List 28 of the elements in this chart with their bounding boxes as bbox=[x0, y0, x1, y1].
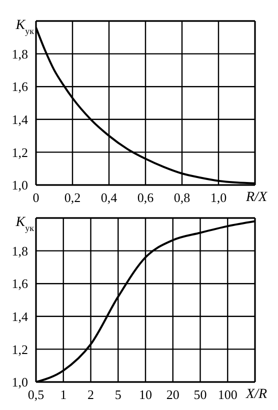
y-tick-label: 1,8 bbox=[12, 243, 28, 258]
x-tick-label: 0,4 bbox=[100, 190, 118, 206]
y-tick-label: 1,6 bbox=[12, 79, 28, 94]
x-tick-label: 5 bbox=[114, 387, 122, 402]
x-tick-label: 0,6 bbox=[137, 190, 154, 206]
x-tick-label: 0,8 bbox=[174, 190, 190, 206]
y-tick-label: 1,2 bbox=[12, 342, 28, 357]
x-tick-label: 2 bbox=[88, 387, 94, 402]
x-tick-label: 0 bbox=[32, 190, 40, 206]
x-tick-label: 10 bbox=[139, 387, 152, 402]
x-tick-label: 0,5 bbox=[28, 387, 44, 402]
x-tick-label: 50 bbox=[194, 387, 207, 402]
y-axis-title: K$_{ук}$ bbox=[14, 215, 35, 233]
y-tick-label: 1,4 bbox=[12, 309, 28, 324]
y-tick-label: 1,8 bbox=[12, 46, 28, 62]
y-tick-label: 1,0 bbox=[12, 178, 28, 193]
y-tick-label: 1,6 bbox=[12, 276, 28, 292]
y-tick-label: 1,0 bbox=[12, 374, 28, 390]
y-tick-label: 1,4 bbox=[12, 112, 28, 128]
x-axis-title: X/R bbox=[245, 387, 268, 402]
x-axis-title: R/X bbox=[245, 190, 268, 205]
x-tick-label: 100 bbox=[218, 387, 238, 402]
x-tick-label: 1,0 bbox=[210, 190, 227, 206]
x-tick-label: 0,2 bbox=[64, 190, 81, 206]
y-tick-label: 1,2 bbox=[12, 144, 28, 160]
x-tick-label: 1 bbox=[60, 387, 67, 402]
y-axis-title: K$_{ук}$ bbox=[14, 18, 35, 36]
x-tick-label: 20 bbox=[166, 387, 180, 402]
